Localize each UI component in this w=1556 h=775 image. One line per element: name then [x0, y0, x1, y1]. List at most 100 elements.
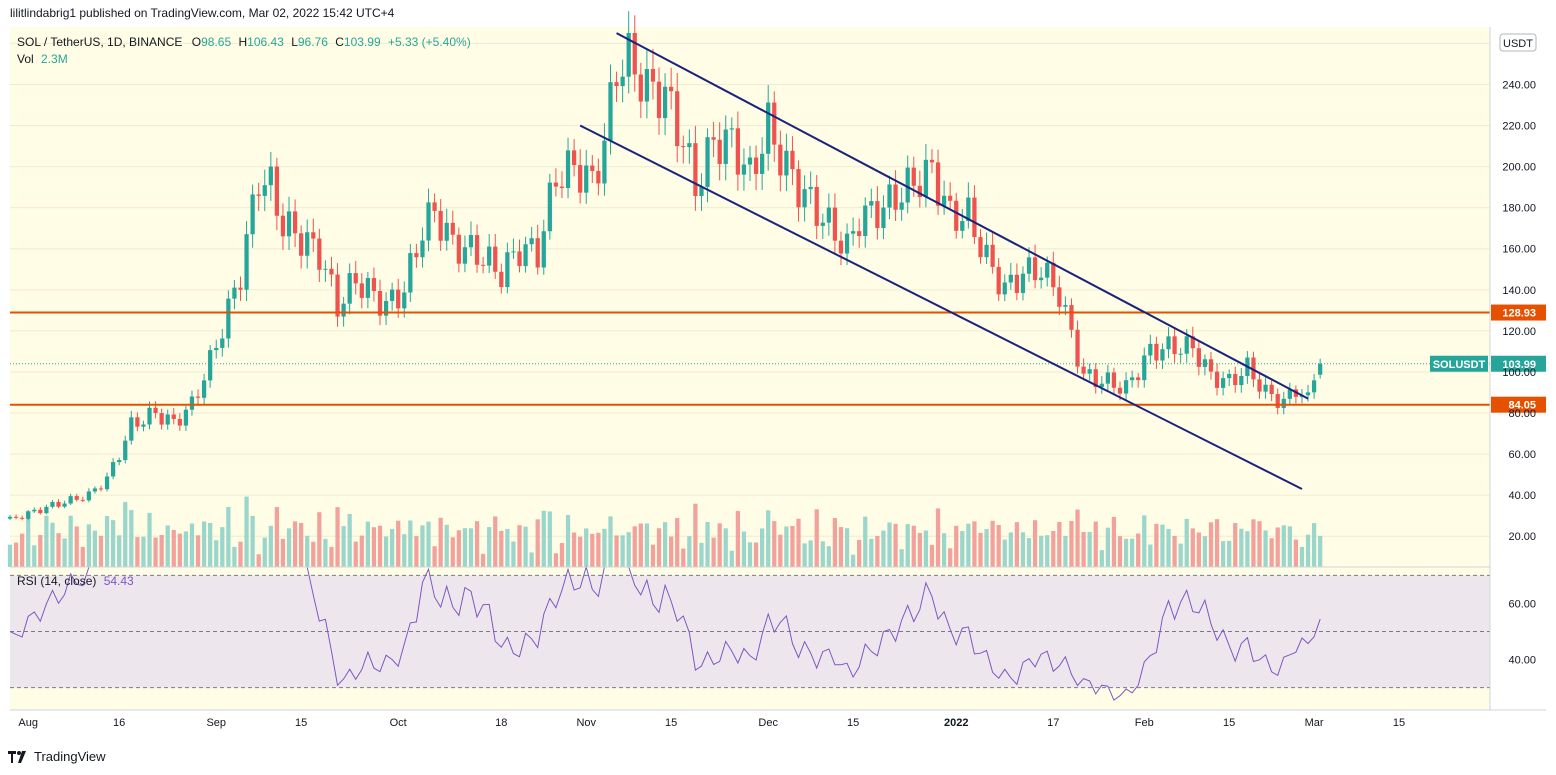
- volume-bar: [480, 553, 486, 567]
- volume-bar: [923, 530, 929, 567]
- candle-body: [1063, 305, 1068, 307]
- volume-bar: [226, 506, 231, 567]
- volume-bar: [432, 546, 437, 567]
- volume-bar: [650, 544, 656, 567]
- volume-bar: [68, 515, 73, 567]
- candle-body: [292, 211, 298, 234]
- volume-bar: [341, 526, 346, 567]
- volume-bar: [1057, 521, 1062, 567]
- volume-bar: [117, 535, 122, 567]
- time-tick-label: Dec: [758, 717, 778, 729]
- volume-bar: [972, 521, 977, 567]
- price-tick-label: 20.00: [1508, 531, 1536, 543]
- volume-bar: [832, 518, 838, 567]
- candle-body: [766, 102, 771, 154]
- volume-bar: [996, 525, 1001, 567]
- candle-body: [426, 202, 431, 241]
- volume-bar: [92, 530, 98, 567]
- candle-body: [1032, 257, 1038, 281]
- volume-bar: [44, 515, 49, 567]
- volume-bar: [7, 544, 13, 567]
- volume-bar: [135, 537, 140, 567]
- volume-bar: [1045, 535, 1050, 567]
- candle-body: [802, 189, 807, 208]
- candle-body: [226, 298, 231, 339]
- candle-body: [899, 202, 904, 210]
- volume-bar: [474, 521, 480, 567]
- volume-bar: [32, 545, 37, 567]
- candle-body: [948, 195, 953, 201]
- candle-body: [1227, 374, 1232, 379]
- legend-high-label: H: [238, 35, 247, 49]
- volume-bar: [772, 521, 777, 567]
- candle-body: [98, 488, 104, 490]
- volume-bar: [74, 526, 79, 567]
- volume-bar: [699, 542, 704, 567]
- volume-bar: [893, 523, 898, 567]
- candle-body: [1081, 366, 1086, 374]
- time-tick-label: 15: [1393, 717, 1405, 729]
- volume-bar: [104, 516, 110, 567]
- candle-body: [1214, 371, 1220, 388]
- volume-bar: [232, 546, 237, 567]
- candle-body: [438, 210, 443, 241]
- volume-bar: [62, 538, 67, 567]
- candle-body: [195, 396, 201, 398]
- volume-bar: [529, 552, 534, 567]
- volume-bar: [208, 522, 213, 567]
- currency-button[interactable]: [1499, 33, 1537, 52]
- volume-bar: [584, 528, 589, 567]
- current-price-label: 103.99: [1502, 359, 1536, 371]
- candle-body: [165, 414, 170, 425]
- volume-bar: [590, 533, 595, 567]
- candle-body: [86, 491, 91, 501]
- candle-body: [1257, 379, 1262, 392]
- volume-bar: [602, 528, 607, 567]
- price-tick-label: 180.00: [1502, 203, 1536, 215]
- volume-bar: [990, 520, 995, 567]
- candle-body: [274, 166, 280, 216]
- volume-bar: [887, 522, 892, 567]
- volume-bar: [899, 549, 904, 567]
- volume-bar: [547, 511, 552, 567]
- candle-body: [717, 139, 722, 164]
- candle-body: [941, 195, 947, 206]
- candle-body: [159, 413, 164, 425]
- volume-bar: [954, 525, 959, 567]
- candle-body: [511, 251, 516, 253]
- candle-body: [1105, 372, 1110, 384]
- candle-body: [1087, 369, 1092, 374]
- candle-body: [1184, 336, 1189, 354]
- candle-body: [1130, 377, 1135, 381]
- volume-bar: [875, 535, 880, 567]
- volume-bar: [596, 532, 601, 567]
- volume-bar: [195, 535, 201, 567]
- volume-bar: [1214, 519, 1220, 567]
- volume-bar: [129, 510, 134, 567]
- price-tick-label: 160.00: [1502, 244, 1536, 256]
- candle-body: [711, 137, 716, 140]
- volume-bar: [966, 523, 971, 567]
- volume-bar: [620, 535, 625, 567]
- candle-body: [844, 233, 850, 254]
- volume-bar: [462, 528, 468, 567]
- candle-body: [960, 221, 965, 231]
- candle-body: [929, 159, 935, 163]
- legend-close-label: C: [335, 35, 344, 49]
- candle-body: [681, 146, 686, 148]
- candle-body: [1154, 343, 1159, 361]
- volume-bar: [20, 533, 25, 567]
- volume-bar: [1002, 539, 1007, 567]
- volume-bar: [1239, 528, 1244, 567]
- volume-bar: [565, 515, 571, 567]
- candle-body: [869, 201, 874, 206]
- candle-body: [887, 184, 892, 208]
- candle-body: [972, 197, 977, 238]
- candle-body: [571, 150, 577, 166]
- volume-bar: [1208, 522, 1214, 567]
- volume-bar: [402, 534, 407, 567]
- candle-body: [1220, 378, 1226, 388]
- candle-body: [74, 496, 79, 500]
- tradingview-logo-icon: [8, 750, 26, 763]
- svg-text:RSI (14, close) 54.43: RSI (14, close) 54.43: [17, 574, 134, 588]
